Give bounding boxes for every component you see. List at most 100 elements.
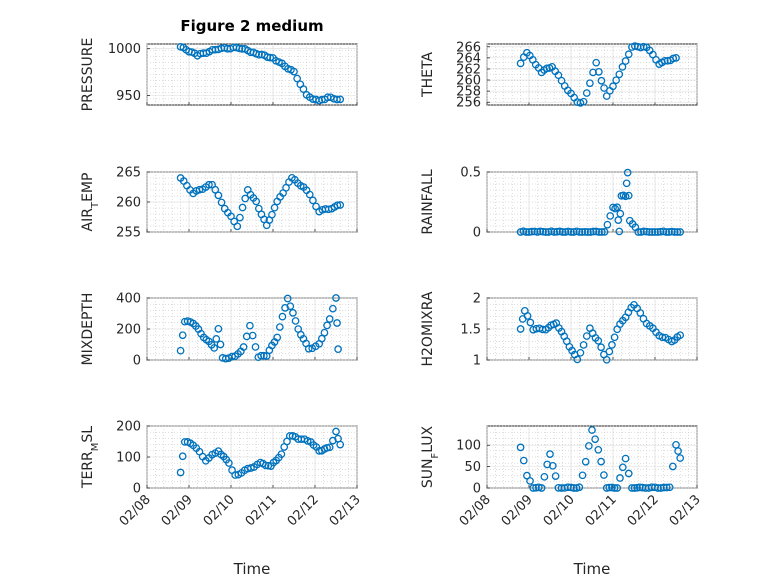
x-tick-label: 02/11	[243, 492, 280, 529]
y-tick-label: 255	[116, 226, 141, 241]
data-point	[546, 450, 554, 458]
data-point	[660, 56, 669, 65]
y-tick-label: 256	[456, 96, 481, 111]
data-point	[636, 309, 645, 317]
data-point	[334, 345, 342, 353]
data-point	[176, 468, 185, 477]
data-point	[558, 228, 567, 236]
data-point	[579, 341, 588, 349]
data-point	[532, 483, 540, 492]
data-point	[536, 227, 545, 236]
data-point	[589, 227, 598, 236]
data-point	[653, 228, 662, 236]
data-point	[275, 323, 284, 331]
data-point	[550, 228, 559, 236]
y-tick-label: 260	[116, 196, 141, 211]
data-point	[537, 484, 546, 492]
x-tick-label: 02/10	[541, 492, 578, 529]
data-point	[554, 71, 563, 80]
data-point	[597, 343, 605, 352]
data-point	[247, 464, 255, 472]
y-tick-label: 258	[456, 85, 481, 100]
data-point	[615, 227, 624, 236]
data-point	[233, 222, 242, 231]
data-point	[539, 227, 547, 236]
data-point	[305, 190, 314, 199]
x-tick-label: 02/09	[499, 492, 536, 529]
data-point	[516, 443, 525, 452]
data-point	[614, 216, 623, 224]
y-axis-label: THETA	[420, 52, 436, 98]
data-point	[176, 346, 185, 355]
data-point	[623, 168, 632, 177]
x-tick-label: 02/10	[201, 492, 238, 529]
data-point	[328, 304, 337, 313]
data-point	[304, 344, 313, 353]
data-point	[602, 355, 611, 364]
data-point	[624, 50, 633, 59]
data-point	[293, 74, 301, 83]
data-point	[216, 340, 225, 349]
data-point	[277, 450, 286, 459]
data-point	[516, 59, 525, 68]
data-point	[662, 228, 671, 236]
data-point	[668, 462, 677, 471]
data-point	[581, 457, 590, 466]
data-point	[584, 442, 593, 450]
data-point	[618, 63, 627, 71]
y-tick-label: 2	[473, 292, 481, 307]
data-point	[255, 50, 263, 59]
data-point	[576, 348, 585, 357]
data-point	[569, 484, 578, 492]
data-point	[597, 76, 606, 85]
data-point	[523, 312, 532, 320]
y-axis-label: H2OMIXRA	[420, 291, 436, 366]
data-point	[605, 347, 614, 356]
data-point	[578, 471, 587, 480]
y-axis-label: PRESSURE	[80, 38, 96, 112]
data-point	[621, 57, 630, 65]
x-tick-label: 02/12	[625, 492, 662, 529]
y-tick-label: 265	[116, 166, 141, 181]
data-point	[283, 294, 292, 303]
data-point	[662, 483, 671, 492]
data-point	[600, 471, 608, 479]
data-point	[178, 331, 187, 340]
data-point	[285, 432, 294, 440]
data-point	[586, 79, 594, 88]
data-point	[289, 309, 297, 317]
data-point	[333, 95, 341, 104]
x-tick-label: 02/11	[583, 492, 620, 529]
x-axis-label: Time	[233, 560, 271, 578]
y-tick-label: 0	[473, 226, 481, 241]
data-point	[665, 228, 673, 236]
data-point	[582, 332, 591, 340]
data-point	[268, 210, 276, 219]
data-point	[540, 472, 549, 481]
data-point	[323, 321, 331, 330]
data-point	[325, 315, 334, 323]
y-tick-label: 0	[133, 482, 141, 497]
y-axis-label: AIRTEMP	[80, 173, 101, 232]
data-point	[586, 228, 595, 236]
data-point	[622, 179, 631, 188]
data-point	[286, 302, 295, 311]
data-point	[656, 227, 665, 236]
data-point	[674, 447, 682, 455]
data-point	[600, 228, 609, 236]
data-point	[248, 331, 257, 340]
data-point	[670, 228, 679, 236]
data-point	[225, 459, 233, 467]
y-tick-label: 1	[473, 354, 481, 369]
data-point	[522, 228, 531, 236]
y-tick-label: 400	[116, 292, 141, 307]
data-point	[665, 483, 674, 492]
y-tick-label: 266	[456, 40, 481, 55]
data-point	[281, 304, 289, 312]
data-point	[309, 196, 317, 205]
data-point	[591, 435, 600, 444]
axes-rainfall: 0 0.5 RAINFALL	[420, 166, 698, 241]
data-point	[667, 227, 676, 236]
figure-title: Figure 2 medium	[180, 17, 323, 35]
